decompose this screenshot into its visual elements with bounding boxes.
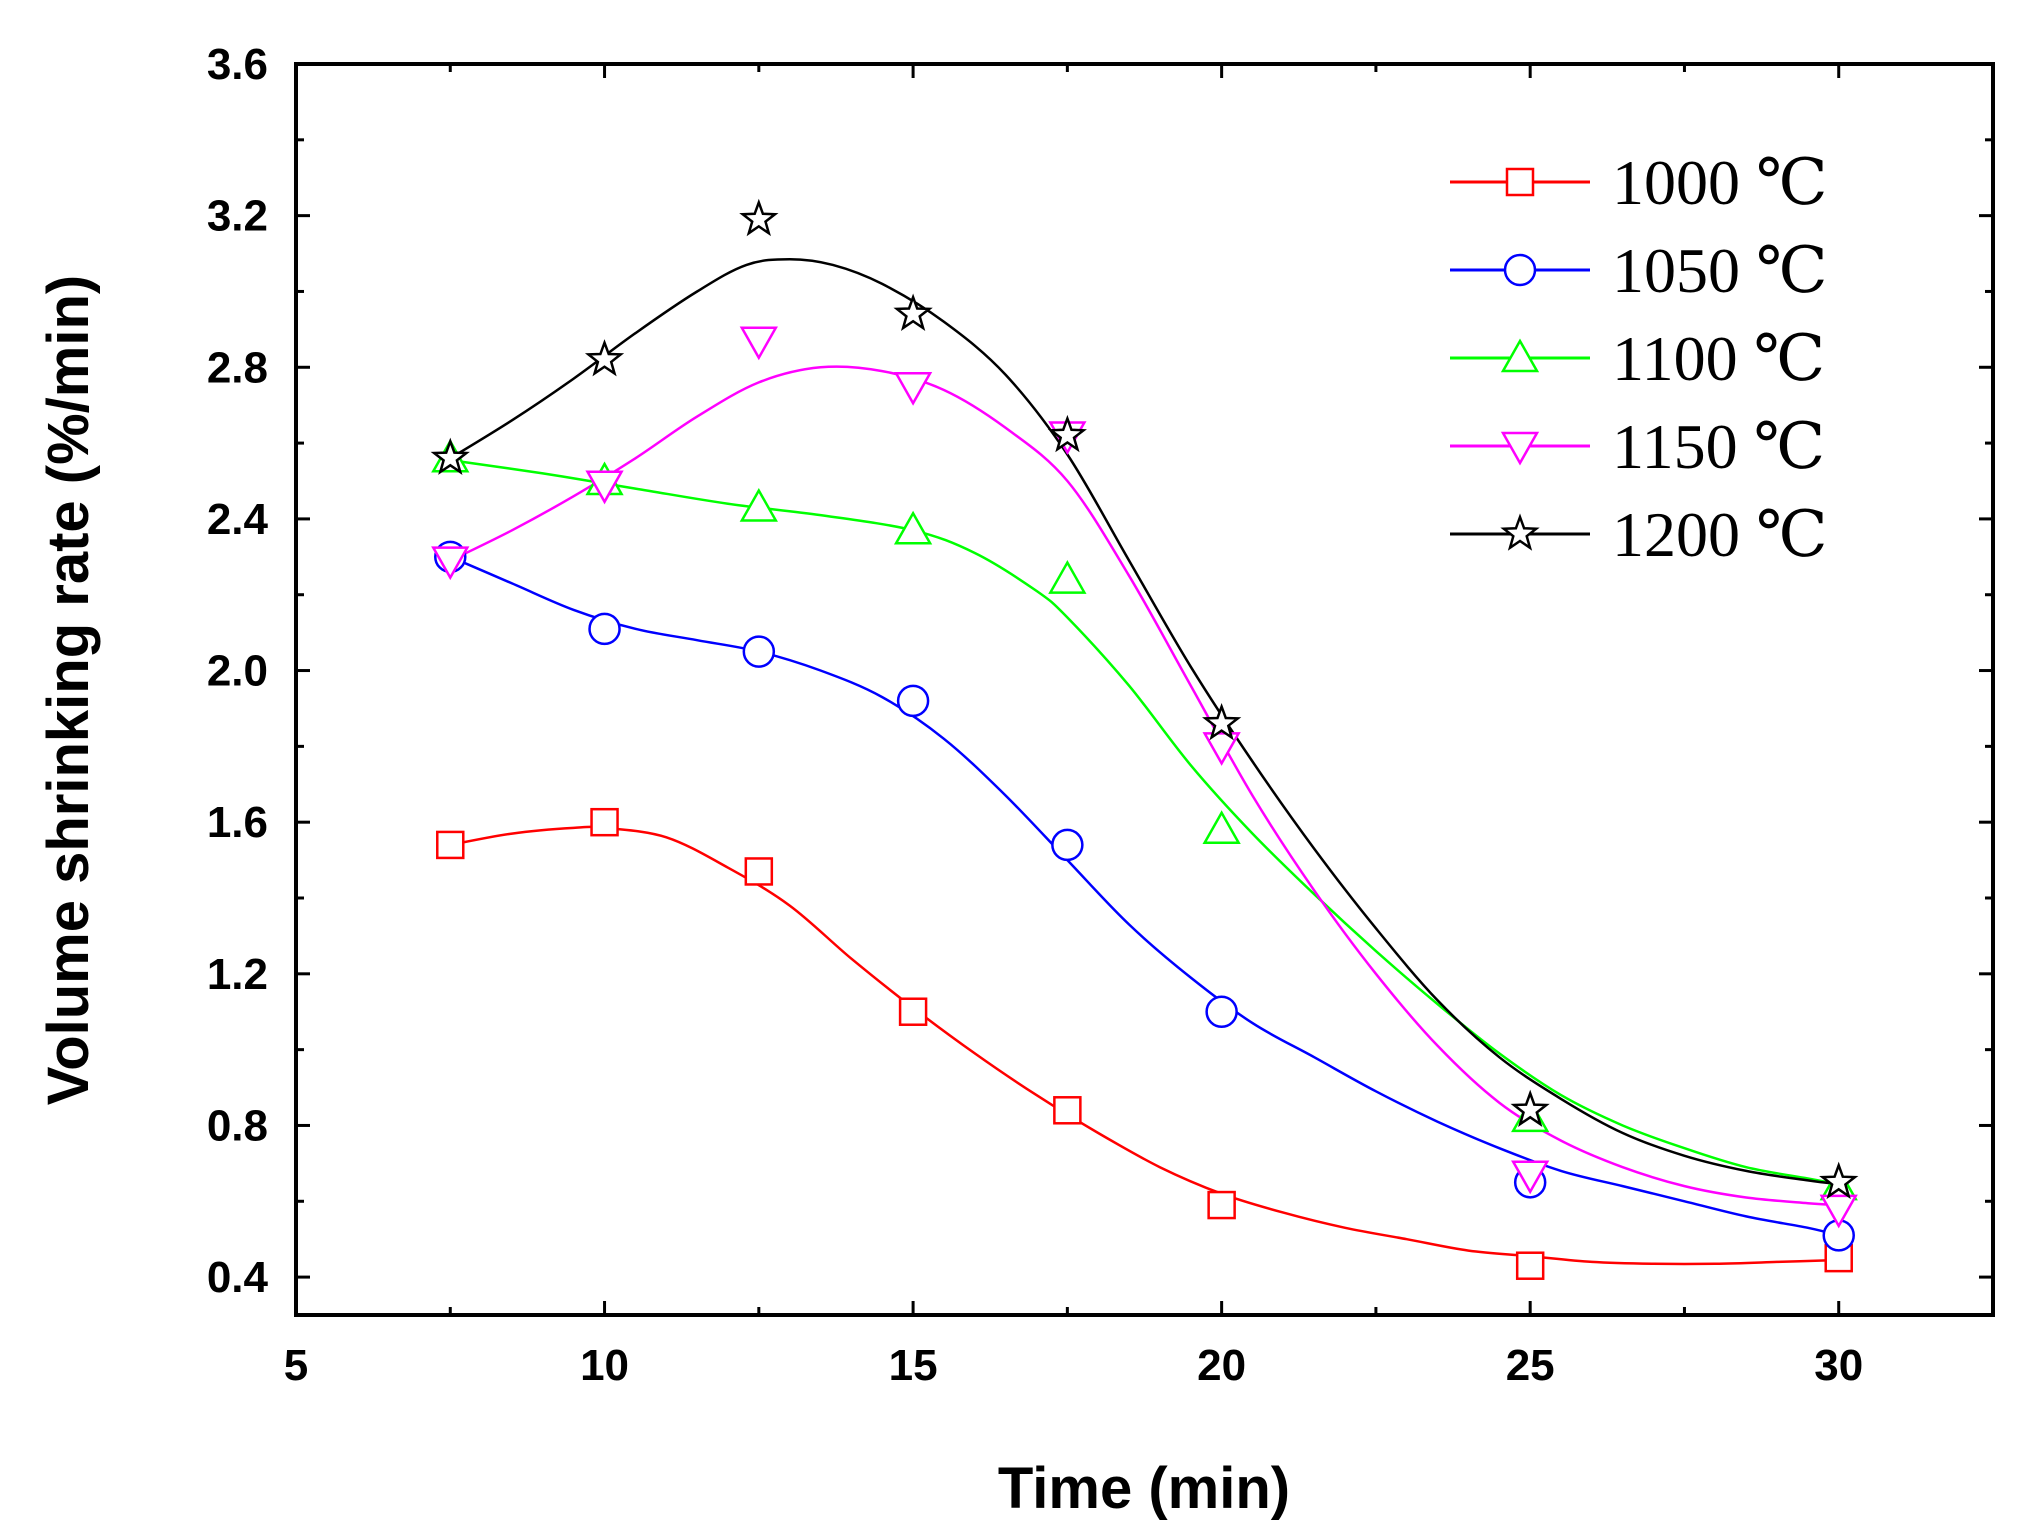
x-tick-label: 30 — [1814, 1341, 1863, 1390]
legend-label: 1150 ℃ — [1612, 411, 1825, 482]
legend-label: 1100 ℃ — [1612, 323, 1825, 394]
series-line-0 — [450, 825, 1839, 1266]
y-axis-title: Volume shrinking rate (%/min) — [36, 275, 101, 1105]
data-point-0 — [436, 830, 465, 860]
data-point-1 — [1205, 995, 1238, 1028]
data-point-0 — [1053, 1096, 1082, 1125]
x-tick-label: 20 — [1197, 1341, 1246, 1390]
data-point-4 — [1047, 414, 1087, 453]
data-point-1 — [896, 684, 930, 718]
plot-frame — [294, 62, 1995, 1317]
y-tick-label: 1.2 — [207, 950, 268, 999]
series-line-4 — [449, 257, 1839, 1186]
data-point-1 — [588, 612, 621, 646]
data-point-0 — [590, 807, 619, 837]
data-point-4 — [739, 198, 779, 237]
data-point-4 — [584, 339, 625, 377]
legend-label: 1050 ℃ — [1612, 235, 1828, 306]
y-tick-label: 3.6 — [207, 40, 268, 89]
legend-marker — [1500, 431, 1540, 466]
y-tick-label: 3.2 — [207, 192, 268, 241]
data-point-2 — [1202, 810, 1241, 845]
y-tick-label: 0.4 — [207, 1253, 269, 1302]
series-line-3 — [449, 365, 1839, 1207]
data-point-0 — [1515, 1251, 1545, 1280]
data-point-2 — [739, 488, 778, 522]
data-point-3 — [893, 371, 933, 406]
data-point-4 — [1510, 1089, 1550, 1127]
legend-label: 1000 ℃ — [1612, 147, 1828, 218]
x-tick-label: 5 — [284, 1341, 308, 1390]
data-point-0 — [898, 997, 928, 1026]
data-point-3 — [1202, 732, 1241, 766]
x-tick-label: 15 — [889, 1341, 938, 1390]
data-point-4 — [430, 437, 470, 475]
y-tick-label: 1.6 — [207, 798, 268, 847]
data-point-3 — [585, 470, 624, 505]
data-point-3 — [1511, 1160, 1550, 1195]
data-point-0 — [744, 857, 774, 886]
data-point-4 — [1819, 1161, 1859, 1200]
y-tick-label: 2.4 — [207, 495, 269, 544]
legend-marker — [1503, 253, 1537, 287]
data-point-4 — [1202, 702, 1242, 741]
data-point-0 — [1207, 1190, 1236, 1220]
tick-labels: 5 10 15 20 25 30 0.4 0.8 1.2 1.6 2.0 2.4 2.8 3.2 3.6 — [207, 40, 1863, 1390]
data-point-3 — [1819, 1194, 1858, 1229]
data-point-2 — [1048, 560, 1087, 594]
legend-label: 1200 ℃ — [1612, 499, 1828, 570]
data-markers — [430, 198, 1859, 1280]
data-point-3 — [431, 546, 470, 581]
y-tick-label: 2.0 — [207, 647, 268, 696]
x-axis-title: Time (min) — [998, 1456, 1290, 1521]
x-tick-label: 10 — [580, 1341, 629, 1390]
data-point-4 — [893, 293, 933, 331]
legend-marker — [1500, 338, 1540, 373]
series-line-1 — [449, 555, 1840, 1237]
data-point-3 — [739, 326, 778, 361]
y-tick-label: 2.8 — [207, 343, 268, 392]
legend-marker — [1500, 513, 1540, 551]
y-tick-label: 0.8 — [207, 1101, 268, 1150]
legend-marker — [1505, 167, 1535, 197]
x-tick-label: 25 — [1506, 1341, 1555, 1390]
axis-ticks — [294, 62, 1993, 1315]
data-point-2 — [893, 510, 933, 545]
legend: 1000 ℃ 1050 ℃ 1100 ℃ 1150 ℃ 1200 ℃ — [1450, 147, 1828, 570]
data-point-1 — [742, 635, 776, 668]
data-point-1 — [1051, 828, 1084, 862]
